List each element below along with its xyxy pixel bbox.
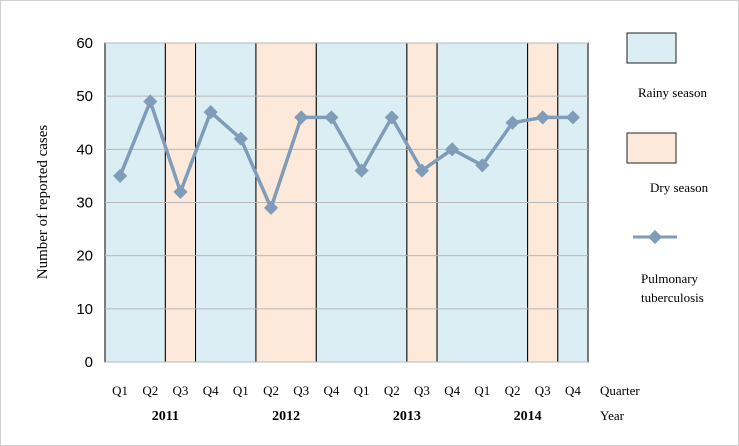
year-label: 2012 (272, 409, 300, 424)
data-point (384, 110, 399, 125)
x-tick-label: Q3 (293, 383, 309, 398)
legend-series-label-line2: tuberculosis (641, 290, 704, 305)
data-point (294, 110, 309, 125)
y-tick-label: 20 (76, 248, 93, 265)
y-axis-label: Number of reported cases (35, 125, 51, 280)
y-tick-label: 30 (76, 195, 93, 212)
data-point (445, 142, 460, 157)
data-point (505, 115, 520, 130)
legend-rainy-label: Rainy season (638, 85, 707, 100)
grid-lines (105, 42, 588, 363)
x-tick-label: Q1 (474, 383, 490, 398)
x-tick-label: Q3 (535, 383, 551, 398)
x-tick-label: Q2 (263, 383, 279, 398)
series-line-pulmonary-tuberculosis (118, 99, 573, 210)
data-point (324, 110, 339, 125)
data-point (354, 163, 369, 178)
x-tick-label: Q1 (112, 383, 128, 398)
data-point (535, 110, 550, 125)
data-point (414, 163, 430, 178)
legend-rainy-swatch (626, 32, 677, 64)
data-point (475, 158, 490, 173)
x-tick-label: Q4 (565, 383, 581, 398)
legend-series-marker (647, 229, 663, 245)
x-tick-label: Q4 (203, 383, 219, 398)
data-point (263, 200, 279, 215)
y-ticks: 0 10 20 30 40 50 60 (76, 35, 93, 371)
legend-dry-swatch (626, 132, 677, 164)
x-tick-label: Q1 (233, 383, 249, 398)
year-row-label: Year (600, 408, 625, 423)
y-tick-label: 50 (76, 88, 93, 105)
x-tick-label: Q4 (323, 383, 339, 398)
y-tick-label: 40 (76, 141, 93, 158)
year-label: 2014 (514, 409, 542, 424)
data-point (173, 184, 188, 199)
series-line (113, 94, 580, 215)
x-tick-label: Q2 (142, 383, 158, 398)
x-tick-label: Q2 (384, 383, 400, 398)
quarter-row-label: Quarter (600, 383, 640, 398)
x-tick-label: Q4 (444, 383, 460, 398)
legend: Rainy season Dry season Pulmonary tuberc… (626, 32, 709, 305)
year-label: 2013 (393, 409, 421, 424)
year-label: 2011 (152, 409, 179, 424)
x-tick-label: Q1 (354, 383, 370, 398)
x-tick-label: Q2 (505, 383, 521, 398)
y-tick-label: 10 (76, 301, 93, 318)
x-labels: Q1 Q2 Q3 Q4 Q1 Q2 Q3 Q4 Q1 Q2 Q3 Q4 Q1 Q2 Q3 Q4 2011 2012… (112, 383, 581, 424)
x-tick-label: Q3 (173, 383, 189, 398)
data-point (233, 131, 248, 146)
x-tick-label: Q3 (414, 383, 430, 398)
legend-series-label-line1: Pulmonary (641, 271, 699, 286)
data-point (565, 110, 580, 125)
y-tick-label: 0 (85, 354, 93, 371)
legend-dry-label: Dry season (650, 180, 709, 195)
y-tick-label: 60 (76, 35, 93, 52)
